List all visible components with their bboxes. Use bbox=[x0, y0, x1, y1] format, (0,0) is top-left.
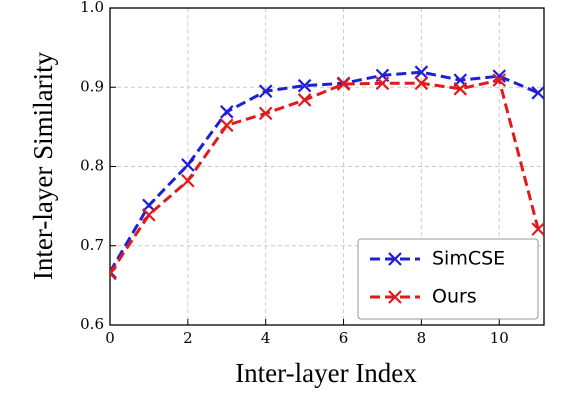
plot-frame bbox=[109, 7, 545, 326]
point bbox=[297, 78, 312, 93]
point bbox=[414, 76, 429, 91]
x-axis-label: Inter-layer Index bbox=[235, 358, 417, 388]
x-tick-label: 10 bbox=[490, 329, 509, 347]
x-tick-label: 2 bbox=[183, 329, 193, 347]
point bbox=[110, 266, 117, 281]
y-tick-label: 0.7 bbox=[80, 236, 104, 254]
point bbox=[531, 222, 544, 236]
x-tick-label: 0 bbox=[105, 329, 115, 347]
point bbox=[258, 106, 273, 121]
y-axis-label: Inter-layer Similarity bbox=[28, 51, 58, 280]
point bbox=[297, 93, 312, 107]
point bbox=[375, 76, 390, 91]
legend-marker bbox=[388, 252, 402, 266]
y-tick-label: 0.9 bbox=[80, 77, 104, 95]
point bbox=[258, 84, 273, 98]
legend-label: SimCSE bbox=[432, 248, 505, 270]
legend-marker bbox=[388, 290, 402, 304]
point bbox=[219, 105, 234, 119]
y-tick-label: 1.0 bbox=[80, 0, 104, 16]
point bbox=[414, 65, 429, 79]
point bbox=[336, 77, 351, 91]
legend-label: Ours bbox=[432, 286, 477, 308]
x-tick-label: 4 bbox=[261, 329, 271, 347]
line bbox=[110, 70, 539, 273]
point bbox=[453, 82, 468, 96]
point bbox=[142, 208, 156, 222]
point bbox=[492, 73, 507, 87]
series bbox=[110, 73, 544, 281]
point bbox=[181, 158, 195, 172]
x-tick-label: 6 bbox=[339, 329, 349, 347]
line bbox=[110, 78, 540, 275]
point bbox=[181, 173, 195, 188]
point bbox=[531, 86, 544, 100]
y-tick-label: 0.8 bbox=[80, 157, 104, 175]
point bbox=[219, 118, 234, 133]
x-tick-label: 8 bbox=[417, 329, 427, 347]
y-tick-label: 0.6 bbox=[80, 315, 104, 333]
